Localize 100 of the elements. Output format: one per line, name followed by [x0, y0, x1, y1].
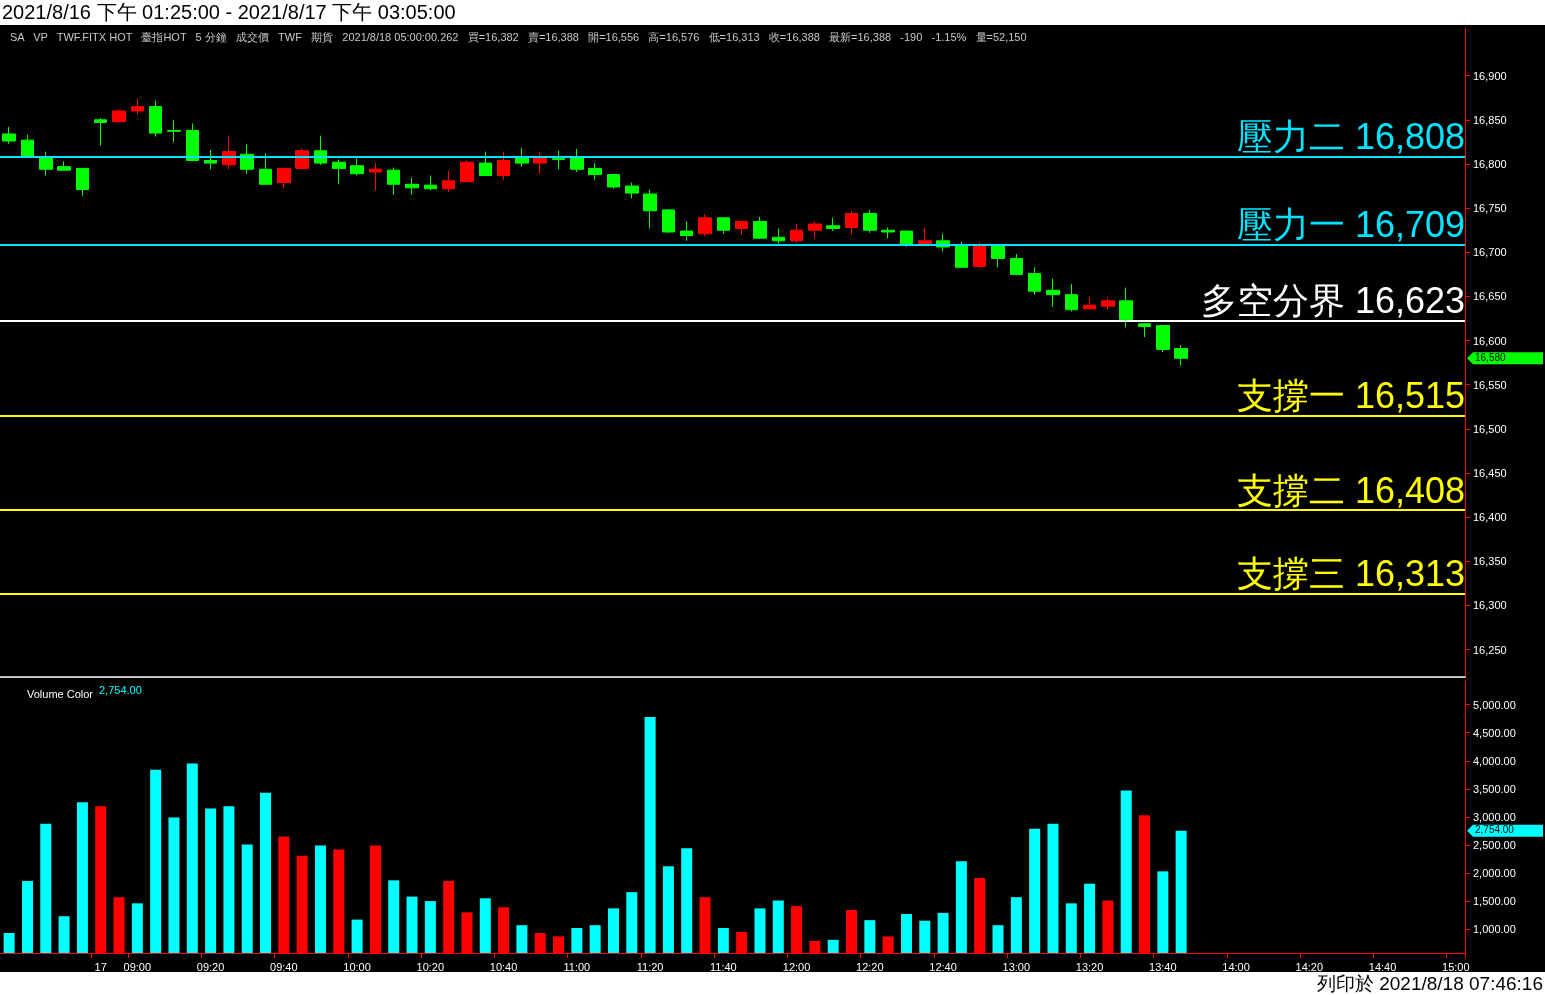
candlestick — [76, 167, 89, 197]
candlestick — [735, 220, 748, 236]
x-tick-label: 11:00 — [563, 960, 591, 973]
candlestick — [826, 217, 840, 232]
candlestick — [790, 223, 803, 244]
candlestick — [479, 151, 492, 176]
candlestick — [808, 220, 822, 239]
candlestick — [863, 209, 877, 234]
candlestick — [698, 213, 712, 237]
y-tick-label: 16,850 — [1473, 113, 1507, 126]
y-tick-label: 2,500.00 — [1473, 838, 1516, 851]
candlestick — [570, 148, 584, 173]
candlestick — [405, 177, 419, 196]
candlestick — [991, 244, 1005, 268]
candlestick — [332, 159, 346, 185]
candlestick — [772, 227, 785, 244]
y-tick-label: 16,250 — [1473, 643, 1507, 656]
ref-line-label: 支撐三 16,313 — [1236, 553, 1465, 595]
candlestick — [588, 162, 602, 181]
candlestick — [57, 160, 71, 171]
x-tick-label: 15:00 — [1442, 960, 1470, 973]
x-tick-label: 11:20 — [636, 960, 664, 973]
ref-line-label: 支撐二 16,408 — [1236, 469, 1465, 511]
candlestick — [533, 152, 547, 175]
candlestick — [2, 126, 16, 145]
candlestick — [680, 220, 693, 242]
candlestick — [167, 119, 181, 143]
x-tick-label: 11:40 — [709, 960, 737, 973]
y-tick-label: 16,450 — [1473, 467, 1507, 480]
candlestick — [1101, 296, 1115, 311]
candlestick — [1119, 287, 1133, 328]
candlestick — [186, 122, 199, 162]
x-tick-label: 09:00 — [123, 960, 152, 973]
candlestick — [497, 151, 510, 181]
x-tick-label: 12:40 — [929, 960, 957, 973]
annotation: 2,754.00 — [99, 683, 142, 696]
candlestick — [112, 108, 126, 124]
text: 2,754.00 — [1475, 824, 1515, 836]
text: 16,580 — [1475, 351, 1507, 363]
candlestick — [1028, 266, 1041, 296]
candlestick — [424, 174, 437, 191]
candlestick — [350, 158, 364, 176]
y-tick-label: 16,750 — [1473, 202, 1507, 215]
x-tick-label: 12:00 — [782, 960, 811, 973]
candlestick — [1138, 322, 1151, 338]
candlestick — [918, 227, 932, 244]
y-tick-label: 3,500.00 — [1473, 782, 1516, 795]
candlestick — [607, 173, 620, 190]
candlestick — [442, 170, 455, 193]
candlestick — [1156, 324, 1170, 353]
y-tick-label: 16,600 — [1473, 334, 1507, 347]
candlestick — [1010, 253, 1023, 276]
candlestick — [881, 227, 895, 239]
x-tick-label: 10:20 — [416, 960, 445, 973]
y-tick-label: 16,800 — [1473, 157, 1507, 170]
candlestick — [1065, 283, 1078, 312]
candlestick — [39, 151, 53, 176]
text: SA VP TWF.FITX HOT 臺指HOT 5 分鐘 成交價 TWF 期貨 2021/8/18 05:00:00.262 買=16,382 賣=16,388 開=16,556 高=16,576 低=16,313 收=16,388 最新=16,388 -190 -1.15% 量=52,150 — [10, 30, 1027, 43]
x-tick-label: 13:20 — [1075, 960, 1104, 973]
y-tick-label: 5,000.00 — [1473, 698, 1516, 711]
y-tick-label: 1,500.00 — [1473, 895, 1516, 908]
x-tick-label: 14:20 — [1295, 960, 1324, 973]
candlestick — [845, 210, 858, 236]
x-tick-label: 17 — [94, 960, 107, 973]
x-tick-label: 14:00 — [1222, 960, 1250, 973]
candlestick — [717, 216, 730, 235]
x-tick-label: 10:40 — [489, 960, 518, 973]
candlestick — [1174, 344, 1188, 366]
y-tick-label: 3,000.00 — [1473, 810, 1516, 823]
ref-line-label: 支撐一 16,515 — [1236, 375, 1465, 417]
candlestick — [387, 167, 400, 196]
y-tick-label: 16,400 — [1473, 511, 1507, 524]
candlestick — [1083, 296, 1096, 311]
candlestick — [369, 162, 382, 191]
candlestick — [900, 230, 913, 248]
x-tick-label: 13:40 — [1149, 960, 1177, 973]
candlestick — [21, 134, 34, 157]
ref-line-label: 壓力二 16,808 — [1236, 116, 1465, 158]
x-tick-label: 09:20 — [196, 960, 225, 973]
candlestick — [259, 152, 272, 185]
y-tick-label: 16,500 — [1473, 422, 1507, 435]
candlestick — [1046, 278, 1060, 308]
candlestick — [149, 99, 162, 138]
ref-line-label: 壓力一 16,709 — [1236, 203, 1465, 245]
chart-title: 2021/8/16 下午 01:25:00 - 2021/8/17 下午 03:05:00 — [2, 0, 456, 25]
x-tick-label: 13:00 — [1002, 960, 1031, 973]
y-tick-label: 16,550 — [1473, 378, 1507, 391]
candlestick — [662, 208, 675, 234]
x-tick-label: 12:20 — [856, 960, 884, 973]
x-tick-label: 14:40 — [1368, 960, 1397, 973]
candlestick — [460, 159, 474, 184]
text: Volume Color — [27, 687, 94, 700]
x-tick-label: 09:40 — [270, 960, 298, 973]
y-tick-label: 4,500.00 — [1473, 726, 1516, 739]
y-tick-label: 16,350 — [1473, 555, 1507, 568]
ref-line-label: 多空分界 16,623 — [1200, 279, 1465, 321]
candlestick — [955, 241, 968, 269]
x-tick-label: 10:00 — [343, 960, 371, 973]
y-tick-label: 2,000.00 — [1473, 867, 1516, 880]
y-tick-label: 16,900 — [1473, 69, 1507, 82]
